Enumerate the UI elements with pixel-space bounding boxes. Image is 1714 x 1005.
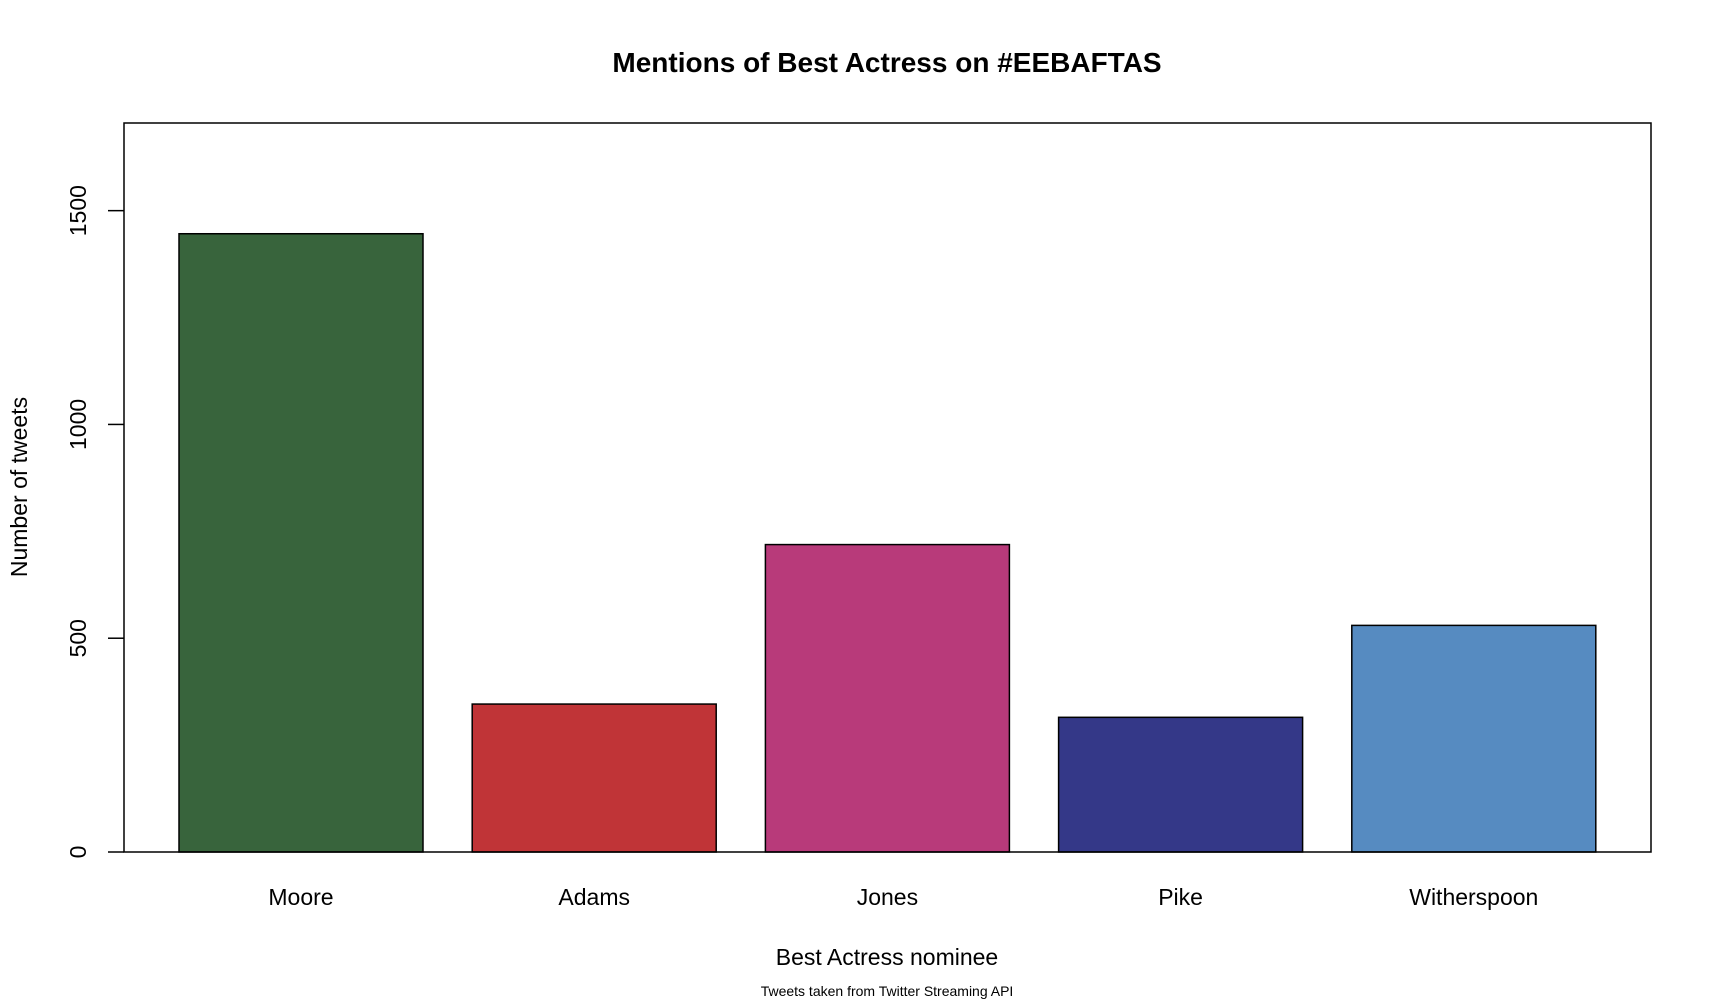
footnote: Tweets taken from Twitter Streaming API [761,983,1014,999]
x-tick-label: Moore [268,884,333,910]
x-tick-label: Jones [857,884,918,910]
bar-moore [178,232,424,853]
plot-frame [123,122,1652,853]
x-tick-label: Adams [558,884,630,910]
y-tick-label: 0 [65,846,91,859]
x-tick-label: Witherspoon [1409,884,1538,910]
y-tick-label: 1500 [65,185,91,236]
bar-adams [471,703,717,853]
y-axis-label: Number of tweets [6,397,32,577]
bar-jones [764,543,1011,853]
x-tick-label: Pike [1158,884,1203,910]
chart-title: Mentions of Best Actress on #EEBAFTAS [612,47,1161,78]
bar-pike [1057,716,1304,853]
bars-group [178,232,1597,853]
y-tick-label: 500 [65,619,91,657]
y-axis: 0 500 1000 1500 [65,185,124,858]
x-axis-label: Best Actress nominee [776,944,998,970]
bar-witherspoon [1351,624,1597,853]
x-tick-labels: Moore Adams Jones Pike Witherspoon [268,884,1538,910]
y-tick-label: 1000 [65,399,91,450]
